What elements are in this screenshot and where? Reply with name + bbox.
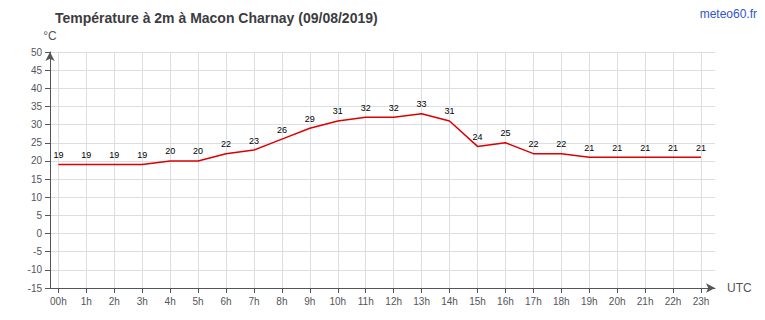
- svg-text:29: 29: [305, 114, 315, 124]
- svg-text:35: 35: [31, 101, 43, 112]
- svg-text:19: 19: [109, 150, 119, 160]
- svg-text:2h: 2h: [109, 296, 120, 307]
- svg-text:-5: -5: [33, 246, 42, 257]
- svg-text:12h: 12h: [385, 296, 402, 307]
- svg-text:-15: -15: [28, 283, 43, 294]
- svg-text:-10: -10: [28, 264, 43, 275]
- svg-text:15: 15: [31, 174, 43, 185]
- svg-text:30: 30: [31, 119, 43, 130]
- svg-text:21: 21: [668, 143, 678, 153]
- svg-text:5: 5: [36, 210, 42, 221]
- svg-text:20: 20: [193, 146, 203, 156]
- svg-text:8h: 8h: [276, 296, 287, 307]
- svg-text:21: 21: [640, 143, 650, 153]
- svg-text:22: 22: [528, 139, 538, 149]
- svg-text:50: 50: [31, 47, 43, 58]
- svg-text:15h: 15h: [469, 296, 486, 307]
- svg-text:26: 26: [277, 125, 287, 135]
- svg-text:20h: 20h: [609, 296, 626, 307]
- svg-text:31: 31: [445, 106, 455, 116]
- svg-text:32: 32: [361, 103, 371, 113]
- svg-text:19: 19: [81, 150, 91, 160]
- svg-text:00h: 00h: [50, 296, 67, 307]
- svg-text:19: 19: [137, 150, 147, 160]
- svg-text:32: 32: [389, 103, 399, 113]
- svg-text:20: 20: [31, 155, 43, 166]
- svg-text:14h: 14h: [441, 296, 458, 307]
- svg-text:9h: 9h: [304, 296, 315, 307]
- svg-text:40: 40: [31, 83, 43, 94]
- svg-text:33: 33: [417, 99, 427, 109]
- svg-text:24: 24: [472, 132, 482, 142]
- svg-text:6h: 6h: [220, 296, 231, 307]
- svg-text:18h: 18h: [553, 296, 570, 307]
- svg-text:1h: 1h: [81, 296, 92, 307]
- svg-text:°C: °C: [43, 29, 57, 43]
- svg-text:22: 22: [556, 139, 566, 149]
- svg-text:UTC: UTC: [727, 281, 752, 295]
- svg-text:20: 20: [165, 146, 175, 156]
- svg-text:13h: 13h: [413, 296, 430, 307]
- svg-text:23h: 23h: [693, 296, 710, 307]
- svg-text:22h: 22h: [665, 296, 682, 307]
- svg-text:3h: 3h: [137, 296, 148, 307]
- svg-text:21: 21: [612, 143, 622, 153]
- svg-text:23: 23: [249, 136, 259, 146]
- svg-text:21h: 21h: [637, 296, 654, 307]
- svg-text:22: 22: [221, 139, 231, 149]
- svg-text:5h: 5h: [193, 296, 204, 307]
- svg-text:45: 45: [31, 65, 43, 76]
- svg-text:0: 0: [36, 228, 42, 239]
- svg-text:meteo60.fr: meteo60.fr: [700, 7, 757, 21]
- svg-text:25: 25: [31, 137, 43, 148]
- svg-text:7h: 7h: [248, 296, 259, 307]
- svg-text:10h: 10h: [329, 296, 346, 307]
- svg-text:25: 25: [500, 128, 510, 138]
- svg-text:4h: 4h: [165, 296, 176, 307]
- svg-text:Température à 2m à Macon Charn: Température à 2m à Macon Charnay (09/08/…: [55, 10, 378, 26]
- svg-text:17h: 17h: [525, 296, 542, 307]
- svg-text:19: 19: [53, 150, 63, 160]
- svg-text:19h: 19h: [581, 296, 598, 307]
- svg-text:11h: 11h: [358, 296, 374, 307]
- svg-text:21: 21: [696, 143, 706, 153]
- svg-text:16h: 16h: [497, 296, 514, 307]
- svg-text:10: 10: [31, 192, 43, 203]
- svg-text:31: 31: [333, 106, 343, 116]
- svg-text:21: 21: [584, 143, 594, 153]
